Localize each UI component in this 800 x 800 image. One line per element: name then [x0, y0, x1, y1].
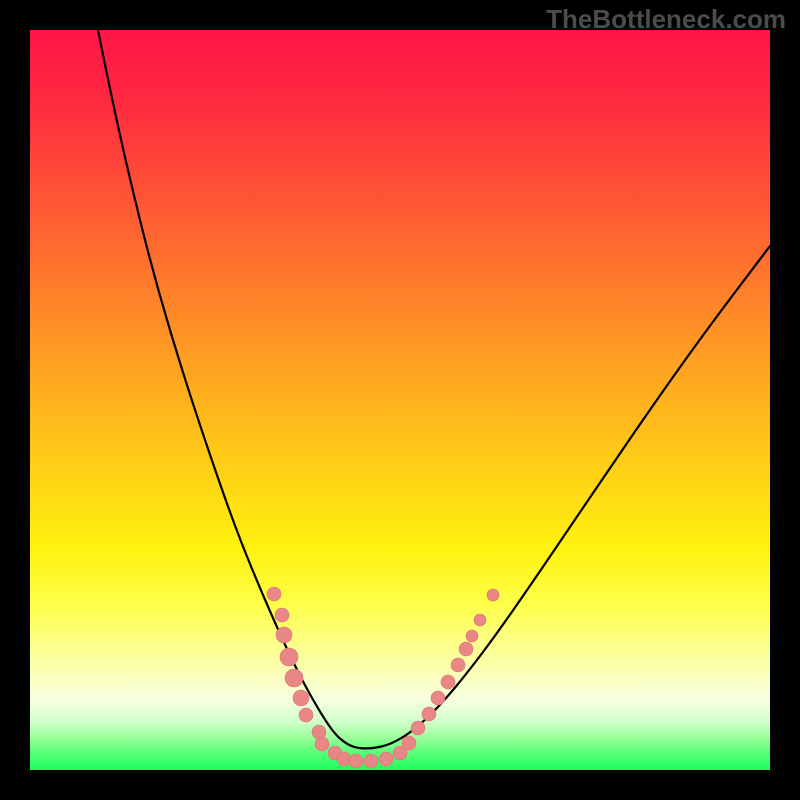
data-marker — [285, 669, 303, 687]
data-marker — [364, 754, 378, 768]
data-marker — [422, 707, 436, 721]
watermark-text: TheBottleneck.com — [546, 4, 786, 35]
chart-overlay — [30, 30, 770, 770]
data-marker — [451, 658, 465, 672]
data-marker — [466, 630, 478, 642]
data-marker — [441, 675, 455, 689]
data-marker — [411, 721, 425, 735]
data-marker — [276, 627, 292, 643]
data-marker — [431, 691, 445, 705]
plot-area — [30, 30, 770, 770]
data-marker — [474, 614, 486, 626]
data-marker — [299, 708, 313, 722]
data-marker — [293, 690, 309, 706]
data-marker — [487, 589, 499, 601]
data-marker — [337, 752, 351, 766]
data-marker — [280, 648, 298, 666]
data-marker — [315, 737, 329, 751]
data-marker — [275, 608, 289, 622]
data-marker — [379, 752, 393, 766]
data-marker — [349, 754, 363, 768]
data-marker — [402, 736, 416, 750]
data-marker — [267, 587, 281, 601]
bottleneck-curve — [98, 30, 770, 748]
data-marker — [312, 725, 326, 739]
data-marker — [459, 642, 473, 656]
